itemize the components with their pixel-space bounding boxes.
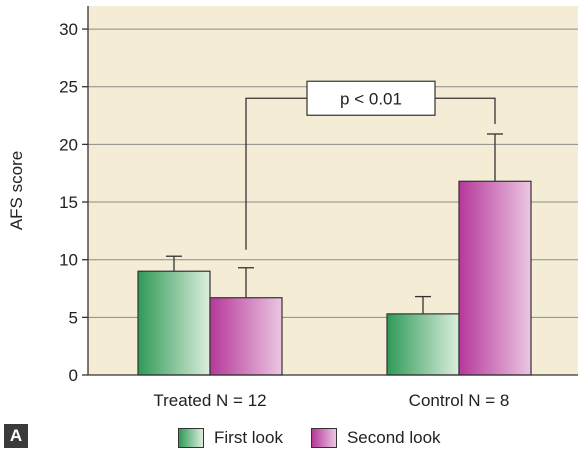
x-tick-label: Control N = 8 [409, 391, 510, 410]
y-tick-label: 10 [59, 251, 78, 270]
significance-annotation: p < 0.01 [245, 80, 496, 250]
legend-item-second-look: Second look [310, 428, 441, 448]
bar-first-look [386, 313, 460, 376]
panel-label: A [4, 424, 28, 448]
bar-first-look [137, 270, 211, 376]
legend: First look Second look [178, 428, 469, 448]
bar-second-look [458, 180, 532, 376]
p-value-box [306, 80, 436, 116]
y-ticks: 0 5 10 15 20 25 30 [59, 20, 88, 385]
legend-item-first-look: First look [178, 428, 283, 448]
y-tick-label: 5 [69, 308, 78, 327]
y-tick-label: 25 [59, 78, 78, 97]
x-tick-labels: Treated N = 12 Control N = 8 [153, 391, 509, 410]
y-tick-label: 20 [59, 135, 78, 154]
y-axis-label: AFS score [7, 151, 26, 230]
legend-label-second-look: Second look [346, 428, 441, 447]
p-value-label: p < 0.01 [340, 89, 402, 108]
y-tick-label: 15 [59, 193, 78, 212]
y-tick-label: 30 [59, 20, 78, 39]
y-tick-label: 0 [69, 366, 78, 385]
legend-swatch-second-look [310, 428, 337, 448]
bar-second-look [209, 297, 283, 376]
x-tick-label: Treated N = 12 [153, 391, 266, 410]
legend-swatch-first-look [178, 428, 204, 448]
error-bars [166, 133, 503, 314]
legend-label-first-look: First look [214, 428, 283, 447]
bar-chart: 0 5 10 15 20 25 30 Treated N = 12 Control N = 8… [7, 6, 578, 410]
bars [137, 180, 532, 376]
